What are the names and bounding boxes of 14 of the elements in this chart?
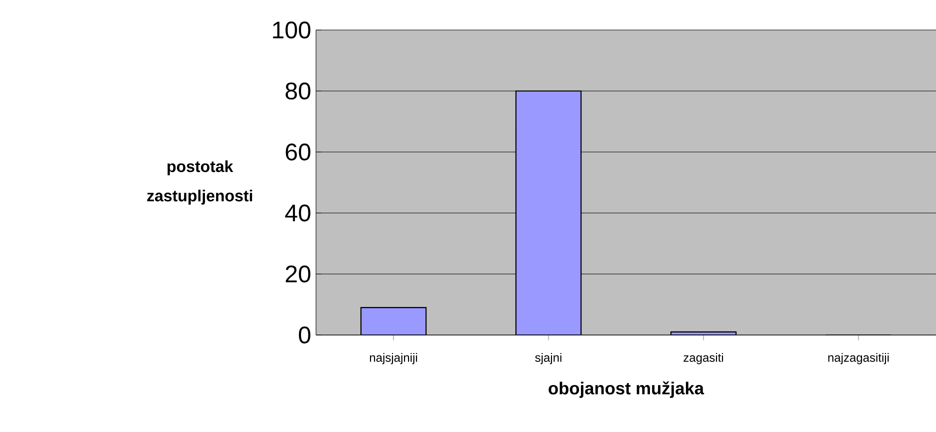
- x-tick-label: zagasiti: [684, 353, 724, 364]
- y-tick-label: 100: [273, 21, 310, 38]
- bar: [515, 90, 582, 335]
- y-tick-label: 80: [286, 82, 310, 100]
- x-axis-title: obojanost mužjaka: [548, 381, 704, 398]
- y-tick-label: 20: [286, 265, 310, 282]
- y-tick-label: 60: [286, 143, 310, 160]
- x-tick-label: sjajni: [535, 353, 562, 364]
- x-tick-label: najsjajniji: [370, 353, 418, 364]
- bar: [360, 307, 427, 335]
- y-tick-label: 40: [285, 204, 310, 222]
- y-axis-title: postotak zastupljenosti: [147, 160, 252, 205]
- y-tick-label: 0: [298, 326, 310, 344]
- x-tick-label: najzagasitiji: [828, 353, 889, 364]
